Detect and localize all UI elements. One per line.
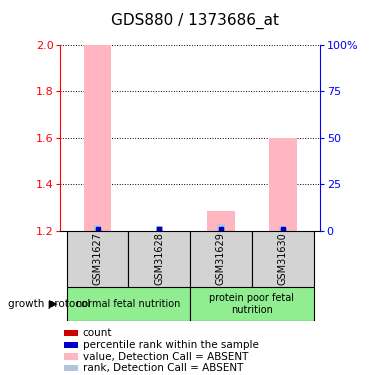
Text: growth protocol: growth protocol	[8, 299, 90, 309]
Bar	[64, 342, 78, 348]
Text: protein poor fetal
nutrition: protein poor fetal nutrition	[209, 293, 294, 315]
Text: GSM31629: GSM31629	[216, 232, 226, 285]
Bar	[252, 231, 314, 287]
Bar	[94, 225, 101, 231]
Text: value, Detection Call = ABSENT: value, Detection Call = ABSENT	[83, 351, 248, 361]
Bar	[269, 138, 297, 231]
Bar	[190, 287, 314, 321]
Text: GSM31628: GSM31628	[154, 232, 164, 285]
Bar	[67, 231, 128, 287]
Bar	[64, 330, 78, 336]
Text: GDS880 / 1373686_at: GDS880 / 1373686_at	[111, 13, 279, 29]
Bar	[217, 224, 225, 231]
Text: GSM31630: GSM31630	[278, 232, 288, 285]
Bar	[64, 353, 78, 360]
Bar	[67, 287, 190, 321]
Bar	[83, 45, 112, 231]
Bar	[156, 226, 163, 231]
Text: count: count	[83, 328, 112, 338]
Text: rank, Detection Call = ABSENT: rank, Detection Call = ABSENT	[83, 363, 243, 373]
Bar	[64, 365, 78, 371]
Bar	[190, 231, 252, 287]
Text: GSM31627: GSM31627	[92, 232, 103, 285]
Text: ▶: ▶	[49, 299, 58, 309]
Bar	[128, 231, 190, 287]
Bar	[279, 225, 286, 231]
Text: percentile rank within the sample: percentile rank within the sample	[83, 340, 259, 350]
Bar	[207, 211, 235, 231]
Text: normal fetal nutrition: normal fetal nutrition	[76, 299, 181, 309]
